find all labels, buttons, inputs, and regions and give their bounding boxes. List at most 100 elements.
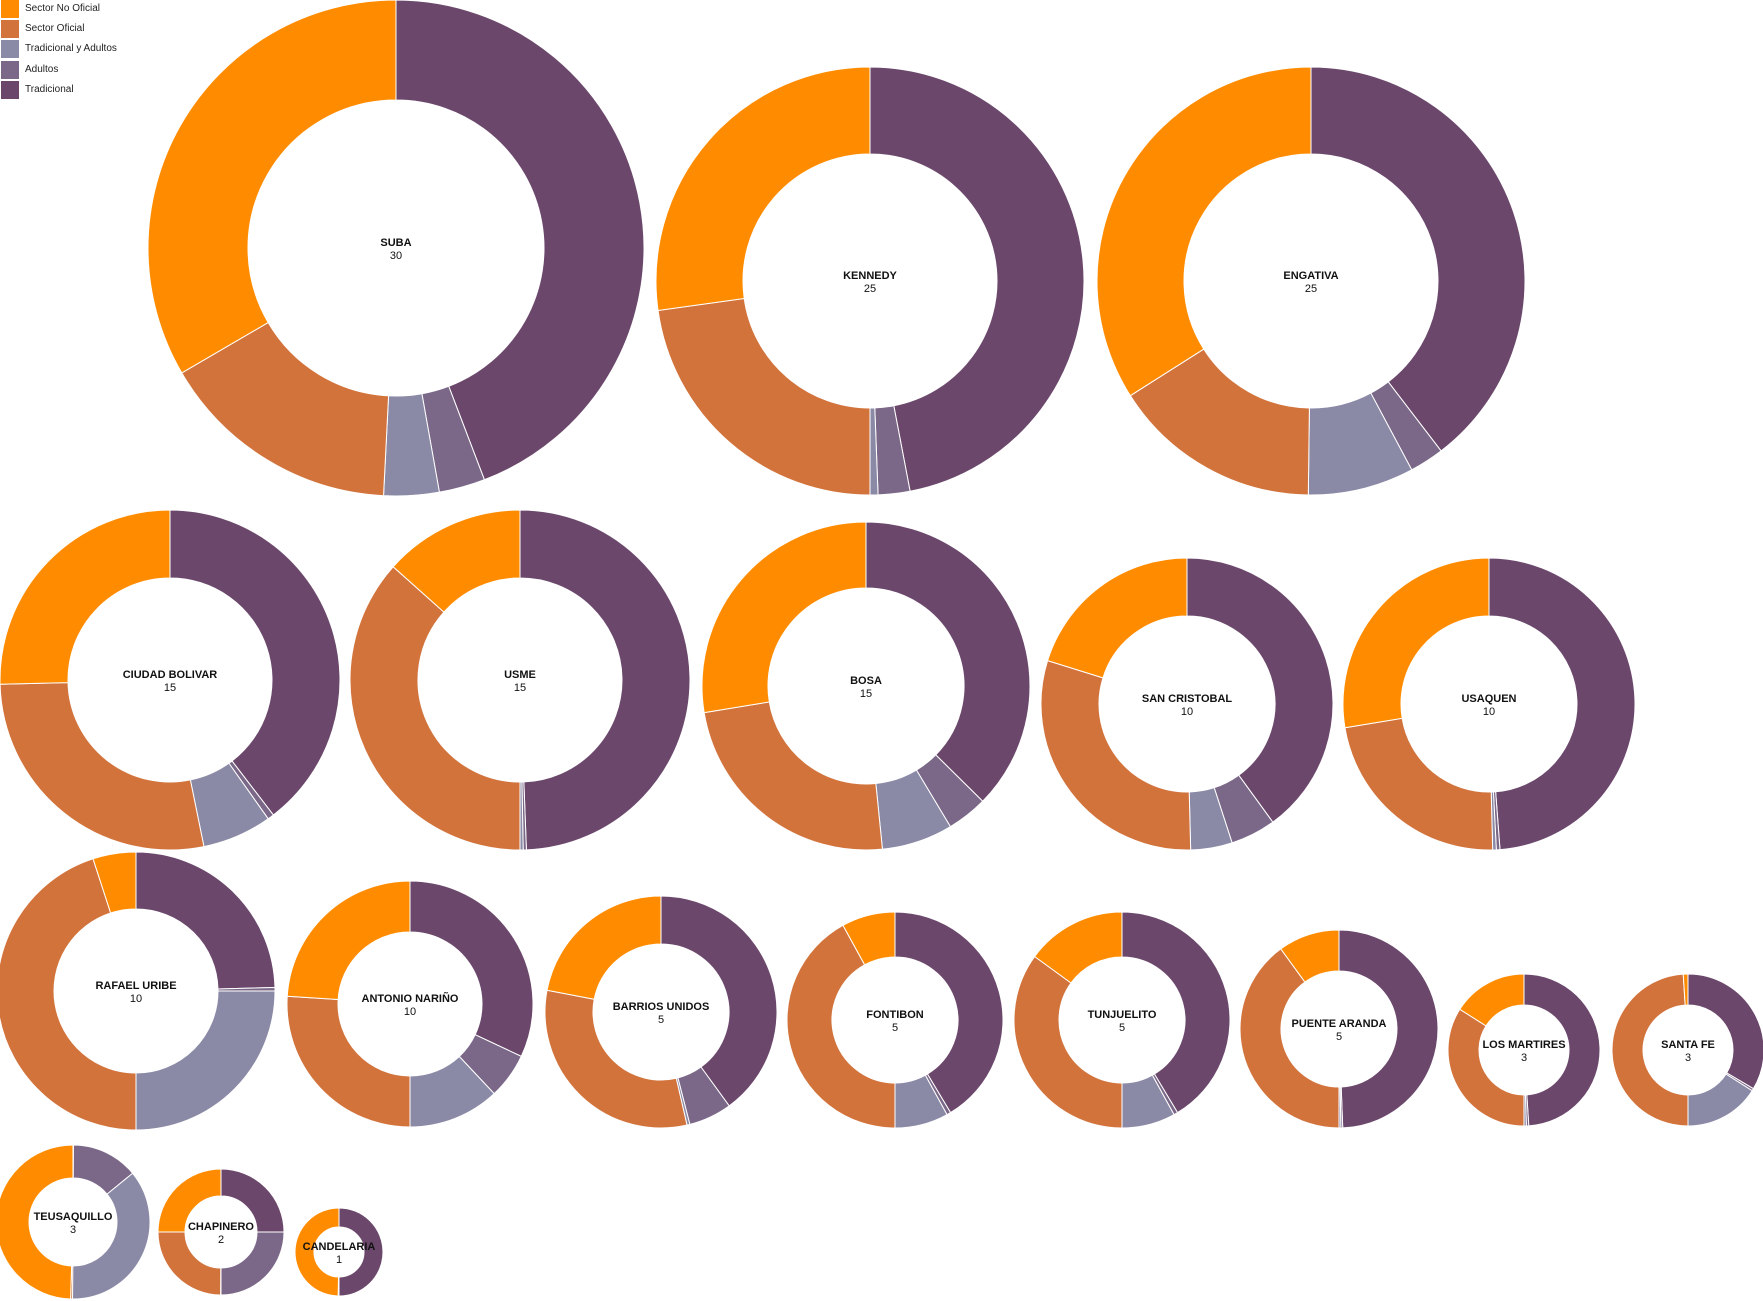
slice-bosa-sector-no-oficial[interactable]	[701, 521, 867, 714]
donut-label-ciudad-bolivar: CIUDAD BOLIVAR	[123, 669, 218, 681]
slice-los-martires-tradicional[interactable]	[1523, 973, 1601, 1127]
slice-santa-fe-tradicional[interactable]	[1687, 973, 1763, 1090]
donut-label-fontibon: FONTIBON	[866, 1009, 923, 1021]
slice-kennedy-sector-oficial[interactable]	[657, 297, 871, 496]
slice-candelaria-tradicional[interactable]	[338, 1207, 384, 1297]
slice-teusaquillo-tradicional-y-adultos[interactable]	[72, 1172, 151, 1300]
donut-label-antonio-narino: ANTONIO NARIÑO	[362, 992, 459, 1005]
donut-label-candelaria: CANDELARIA	[303, 1241, 376, 1253]
slice-engativa-tradicional[interactable]	[1310, 66, 1526, 452]
slice-barrios-unidos-sector-no-oficial[interactable]	[546, 895, 662, 1000]
donut-label-puente-aranda: PUENTE ARANDA	[1292, 1018, 1387, 1030]
slice-ciudad-bolivar-tradicional[interactable]	[169, 509, 341, 816]
slice-antonio-narino-tradicional[interactable]	[409, 880, 534, 1058]
slice-chapinero-sector-oficial[interactable]	[157, 1231, 222, 1296]
legend-swatch-tradicional-y-adultos	[1, 40, 19, 58]
donut-count-bosa: 15	[860, 688, 872, 700]
slice-los-martires-sector-no-oficial[interactable]	[1459, 973, 1525, 1027]
slice-rafael-uribe-sector-no-oficial[interactable]	[92, 851, 137, 914]
slice-barrios-unidos-sector-oficial[interactable]	[544, 989, 688, 1129]
slice-santa-fe-sector-oficial[interactable]	[1611, 973, 1689, 1127]
donut-count-suba: 30	[390, 250, 402, 262]
slice-antonio-narino-sector-no-oficial[interactable]	[286, 880, 411, 1001]
slice-san-cristobal-sector-no-oficial[interactable]	[1046, 557, 1188, 679]
donut-label-chapinero: CHAPINERO	[188, 1221, 254, 1233]
slice-usaquen-sector-no-oficial[interactable]	[1342, 557, 1490, 729]
donut-count-san-cristobal: 10	[1181, 706, 1193, 718]
slice-bosa-sector-oficial[interactable]	[703, 701, 884, 851]
slice-usme-sector-oficial[interactable]	[349, 566, 521, 851]
slice-bosa-tradicional[interactable]	[865, 521, 1031, 802]
slice-fontibon-sector-oficial[interactable]	[786, 924, 896, 1129]
slice-kennedy-sector-no-oficial[interactable]	[655, 66, 871, 312]
slice-fontibon-tradicional[interactable]	[894, 911, 1004, 1114]
slice-chapinero-sector-no-oficial[interactable]	[157, 1168, 222, 1233]
donut-label-rafael-uribe: RAFAEL URIBE	[95, 980, 176, 992]
donut-count-los-martires: 3	[1521, 1052, 1527, 1064]
slice-puente-aranda-sector-oficial[interactable]	[1239, 948, 1340, 1129]
donut-count-kennedy: 25	[864, 283, 876, 295]
donut-count-teusaquillo: 3	[70, 1224, 76, 1236]
slice-candelaria-sector-no-oficial[interactable]	[294, 1207, 340, 1297]
slice-san-cristobal-sector-oficial[interactable]	[1040, 660, 1192, 851]
donut-count-usme: 15	[514, 682, 526, 694]
donut-count-antonio-narino: 10	[404, 1006, 416, 1018]
donut-label-santa-fe: SANTA FE	[1661, 1039, 1715, 1051]
slice-barrios-unidos-tradicional[interactable]	[660, 895, 778, 1107]
slice-tunjuelito-sector-no-oficial[interactable]	[1033, 911, 1123, 984]
slice-rafael-uribe-tradicional[interactable]	[135, 851, 276, 990]
donut-count-candelaria: 1	[336, 1254, 342, 1266]
slice-san-cristobal-tradicional[interactable]	[1186, 557, 1334, 823]
slice-usme-sector-no-oficial[interactable]	[392, 509, 521, 613]
slice-rafael-uribe-tradicional-y-adultos[interactable]	[135, 990, 276, 1131]
slice-usaquen-sector-oficial[interactable]	[1344, 717, 1494, 851]
slice-santa-fe-sector-no-oficial[interactable]	[1682, 973, 1689, 1006]
slice-ciudad-bolivar-sector-oficial[interactable]	[0, 682, 205, 851]
legend-label-sector-oficial: Sector Oficial	[25, 23, 85, 34]
donut-count-barrios-unidos: 5	[658, 1014, 664, 1026]
slice-suba-sector-no-oficial[interactable]	[147, 0, 397, 374]
donut-label-tunjuelito: TUNJUELITO	[1088, 1009, 1157, 1021]
donut-count-fontibon: 5	[892, 1022, 898, 1034]
donut-label-bosa: BOSA	[850, 675, 882, 687]
slice-teusaquillo-sector-no-oficial[interactable]	[0, 1144, 74, 1300]
slice-puente-aranda-sector-no-oficial[interactable]	[1280, 929, 1340, 983]
slice-rafael-uribe-sector-oficial[interactable]	[0, 858, 137, 1131]
slice-usaquen-tradicional[interactable]	[1488, 557, 1636, 851]
slice-engativa-sector-no-oficial[interactable]	[1096, 66, 1312, 397]
slice-tunjuelito-sector-oficial[interactable]	[1013, 955, 1123, 1129]
legend-label-tradicional: Tradicional	[25, 84, 74, 95]
slice-tunjuelito-tradicional[interactable]	[1121, 911, 1231, 1114]
donut-count-tunjuelito: 5	[1119, 1022, 1125, 1034]
slice-usme-tradicional[interactable]	[519, 509, 691, 851]
slice-puente-aranda-tradicional[interactable]	[1338, 929, 1439, 1129]
slice-chapinero-adultos[interactable]	[220, 1231, 285, 1296]
donut-count-engativa: 25	[1305, 283, 1317, 295]
legend-label-adultos: Adultos	[25, 64, 59, 75]
slice-los-martires-sector-oficial[interactable]	[1447, 1008, 1525, 1127]
slice-antonio-narino-sector-oficial[interactable]	[286, 995, 411, 1128]
slice-ciudad-bolivar-sector-no-oficial[interactable]	[0, 509, 171, 685]
slice-kennedy-tradicional[interactable]	[869, 66, 1085, 492]
legend-label-sector-no-oficial: Sector No Oficial	[25, 3, 101, 14]
donut-label-teusaquillo: TEUSAQUILLO	[34, 1211, 113, 1223]
donut-count-puente-aranda: 5	[1336, 1031, 1342, 1043]
slice-suba-tradicional[interactable]	[395, 0, 645, 481]
slice-fontibon-sector-no-oficial[interactable]	[842, 911, 896, 966]
legend-swatch-tradicional	[1, 81, 19, 99]
donut-count-chapinero: 2	[218, 1234, 224, 1246]
legend-swatch-sector-oficial	[1, 20, 19, 38]
